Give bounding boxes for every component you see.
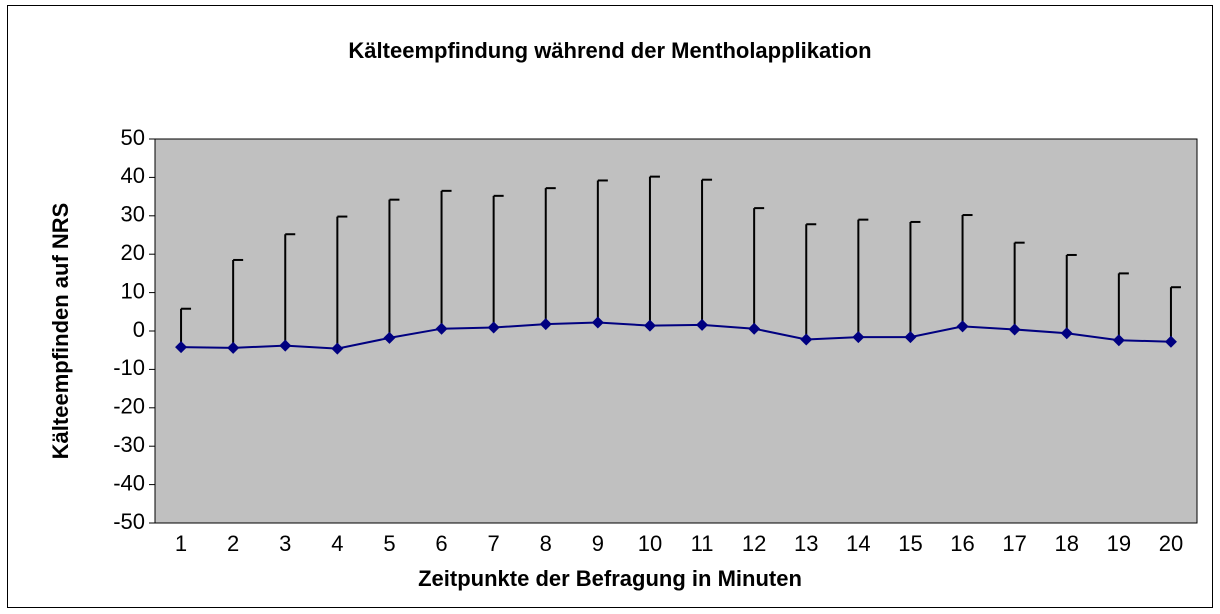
x-tick-label: 3 <box>279 531 291 556</box>
x-axis-title: Zeitpunkte der Befragung in Minuten <box>418 566 802 591</box>
data-point <box>1164 335 1177 348</box>
x-tick-label: 9 <box>592 531 604 556</box>
data-point <box>852 331 865 344</box>
data-point <box>591 316 604 329</box>
y-tick-label: 20 <box>121 240 145 265</box>
data-point <box>956 320 969 333</box>
data-point <box>643 319 656 332</box>
x-tick-label: 12 <box>742 531 766 556</box>
y-tick-label: -40 <box>113 470 145 495</box>
x-tick-label: 5 <box>383 531 395 556</box>
x-tick-label: 18 <box>1055 531 1079 556</box>
data-line <box>181 321 1171 350</box>
y-tick-label: -50 <box>113 509 145 534</box>
data-point <box>1060 327 1073 340</box>
x-tick-label: 11 <box>691 531 714 556</box>
y-axis-title: Kälteempfinden auf NRS <box>48 203 73 460</box>
data-point <box>331 342 344 355</box>
chart-title: Kälteempfindung während der Mentholappli… <box>348 38 871 63</box>
x-tick-label: 10 <box>638 531 662 556</box>
x-tick-label: 17 <box>1002 531 1026 556</box>
data-point <box>748 322 761 335</box>
y-tick-label: 10 <box>121 278 145 303</box>
x-tick-label: 4 <box>331 531 343 556</box>
data-point <box>800 333 813 346</box>
data-point <box>904 331 917 344</box>
data-point <box>435 322 448 335</box>
data-point <box>1008 323 1021 336</box>
data-point <box>175 341 188 354</box>
data-point <box>487 321 500 334</box>
y-tick-label: -20 <box>113 394 145 419</box>
y-tick-label: -30 <box>113 432 145 457</box>
data-point <box>539 318 552 331</box>
y-tick-label: 0 <box>133 317 145 342</box>
x-tick-label: 14 <box>846 531 870 556</box>
x-tick-label: 13 <box>794 531 818 556</box>
x-tick-label: 6 <box>435 531 447 556</box>
y-tick-label: 40 <box>121 163 145 188</box>
data-point <box>696 318 709 331</box>
y-tick-label: 30 <box>121 202 145 227</box>
x-tick-label: 1 <box>175 531 187 556</box>
x-tick-label: 15 <box>898 531 922 556</box>
x-tick-label: 2 <box>227 531 239 556</box>
data-point <box>1112 334 1125 347</box>
x-tick-label: 7 <box>488 531 500 556</box>
x-tick-label: 20 <box>1159 531 1183 556</box>
y-tick-label: 50 <box>121 125 145 150</box>
y-tick-label: -10 <box>113 355 145 380</box>
data-point <box>279 339 292 352</box>
data-point <box>227 341 240 354</box>
x-tick-label: 19 <box>1107 531 1131 556</box>
data-point <box>383 331 396 344</box>
x-tick-label: 8 <box>540 531 552 556</box>
x-tick-label: 16 <box>950 531 974 556</box>
